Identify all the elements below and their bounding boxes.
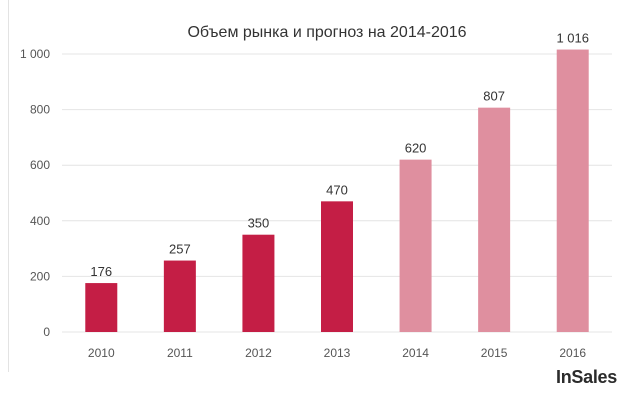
y-tick-label: 0 [43, 325, 50, 339]
x-tick-label-2011: 2011 [167, 346, 193, 360]
x-tick-label-2014: 2014 [402, 346, 429, 360]
chart-title: Объем рынка и прогноз на 2014-2016 [187, 24, 466, 41]
x-tick-label-2016: 2016 [559, 346, 586, 360]
x-tick-label-2012: 2012 [245, 346, 272, 360]
y-tick-label: 200 [30, 269, 50, 283]
bar-2014 [399, 159, 432, 332]
bar-2015 [478, 107, 511, 333]
value-label-2016: 1 016 [556, 31, 589, 46]
y-tick-label: 600 [30, 158, 50, 172]
value-label-2015: 807 [483, 89, 505, 104]
value-label-2012: 350 [248, 216, 270, 231]
bar-2013 [321, 201, 353, 332]
insales-logo: InSales [556, 367, 617, 387]
y-tick-label: 400 [30, 214, 50, 228]
y-tick-label: 800 [30, 103, 50, 117]
value-label-2014: 620 [405, 141, 427, 156]
x-tick-label-2010: 2010 [88, 346, 115, 360]
y-tick-label: 1 000 [20, 47, 50, 61]
value-label-2011: 257 [169, 242, 191, 257]
x-tick-label-2015: 2015 [481, 346, 508, 360]
bar-2010 [85, 283, 118, 332]
value-label-2010: 176 [90, 264, 112, 279]
x-tick-label-2013: 2013 [324, 346, 351, 360]
bar-2016 [556, 49, 589, 332]
value-label-2013: 470 [326, 182, 348, 197]
bar-2011 [163, 260, 196, 332]
left-border [8, 0, 9, 372]
bar-2012 [242, 234, 275, 332]
